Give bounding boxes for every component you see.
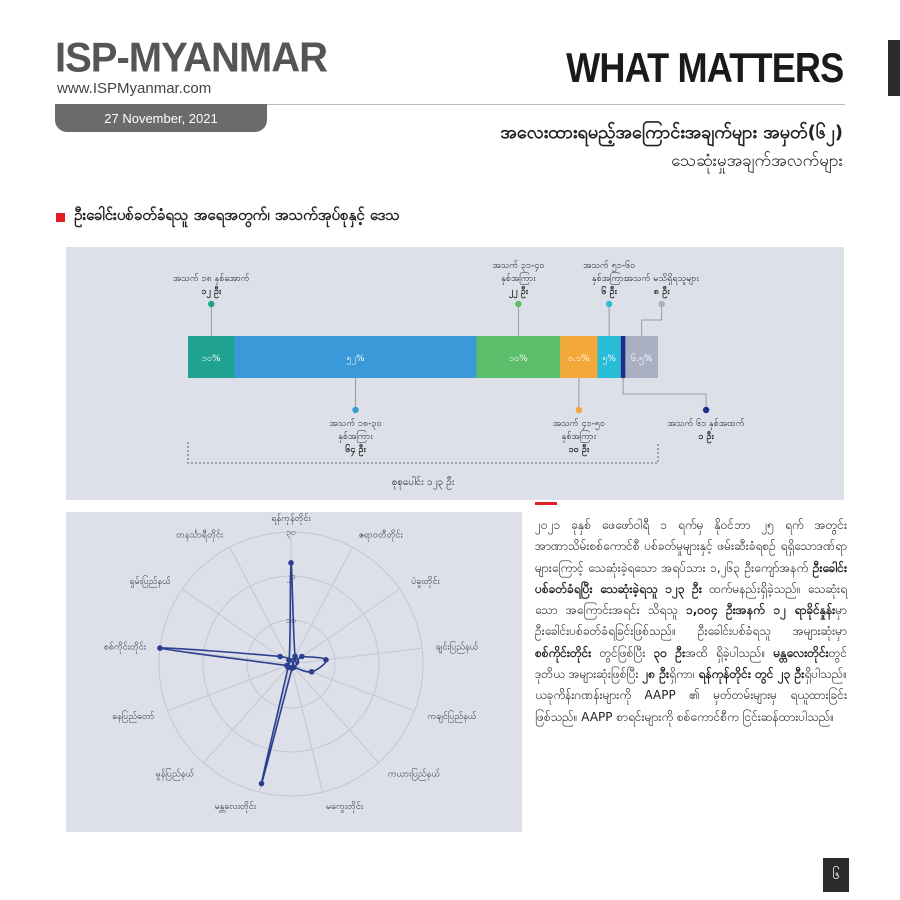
bar-segment (476, 336, 561, 378)
corner-tab (888, 40, 900, 96)
callout-label: ၂၂ ဦး (509, 286, 529, 299)
callout-dot (515, 300, 522, 308)
callout-label: အသက် ၄၁-၅၀ (553, 418, 605, 430)
callout-label: အသက် ၁၈ နှစ်အောက် (173, 273, 250, 285)
callout-label: နှစ်အကြား (562, 430, 597, 443)
bar-segment-label: ၆.၅% (631, 353, 653, 365)
total-bracket (187, 442, 659, 464)
bar-segment (597, 336, 621, 378)
callout-label: ၁၂ ဦး (201, 286, 222, 299)
region-radar-chart: ၁၀၂၀၃၀၀ရန်ကုန်တိုင်းဧရာဝတီတိုင်းပဲခူးတို… (104, 513, 479, 813)
radar-category-label: နေပြည်တော် (112, 710, 155, 723)
bar-segment (560, 336, 598, 378)
radar-point (157, 645, 163, 651)
bar-segment-label: ၁၀% (509, 354, 528, 364)
brand-logo: ISP-MYANMAR (55, 34, 328, 82)
radar-point (284, 662, 290, 669)
radar-category-label: ဧရာဝတီတိုင်း (359, 530, 404, 542)
radar-spoke (290, 663, 324, 793)
red-square-icon (56, 212, 65, 222)
radar-spoke (290, 588, 400, 665)
bar-segment (188, 336, 235, 378)
page-number: ၆ (823, 858, 849, 892)
radar-category-label: ပဲခူးတိုင်း (411, 576, 440, 588)
callout-dot (605, 300, 613, 308)
callout-label: ၁၀ ဦး (569, 444, 590, 457)
callout-line (641, 304, 663, 336)
radar-point (308, 669, 315, 675)
region-chart-panel: ၁၀၂၀၃၀၀ရန်ကုန်တိုင်းဧရာဝတီတိုင်းပဲခူးတို… (66, 512, 522, 832)
date-badge: 27 November, 2021 (55, 104, 267, 132)
bar-segment (234, 336, 477, 378)
bar-segment (625, 336, 658, 378)
bar-segment-label: ၅% (602, 354, 616, 365)
radar-spoke (229, 546, 292, 665)
radar-category-label: ကယားပြည်နယ် (388, 767, 441, 780)
page-subtitle: အလေးထားရမည့်အကြောင်းအချက်များ အမှတ်(၆၂) (500, 122, 843, 143)
header-divider (55, 104, 845, 105)
bar-segment (620, 336, 626, 378)
radar-spoke (290, 546, 353, 665)
callout-dot (658, 300, 665, 308)
callout-label: အသက် ၆၁ နှစ်အထက် (668, 418, 746, 430)
page-subheading: သေဆုံးမှုအချက်အလက်များ (671, 151, 843, 171)
radar-category-label: ချင်းပြည်နယ် (436, 640, 479, 653)
age-stacked-bar-chart: ၁၀%အသက် ၁၈ နှစ်အောက်၁၂ ဦး၅၂%အသက် ၁၈-၃၀နှ… (173, 260, 746, 490)
callout-label: နှစ်အကြား (501, 272, 536, 285)
radar-category-label: ကချင်ပြည်နယ် (428, 710, 478, 723)
radar-point (292, 653, 298, 660)
body-paragraph: ၂၀၂၁ ခုနှစ် ဖေဖော်ဝါရီ ၁ ရက်မှ နိုဝင်ဘာ … (535, 518, 847, 724)
age-chart-panel: ၁၀% အသက် ၁၈ နှစ်အောက် ၁၂ ဦး ၅၂% အသက် ၁၈-၃၀ နှ… (66, 247, 844, 500)
bar-segment-label: ၁၀% (202, 354, 221, 364)
radar-spoke (290, 663, 379, 764)
callout-label: ၈ ဦး (654, 286, 670, 299)
radar-spoke (167, 663, 292, 712)
radar-category-label: မွန်ပြည်နယ် (156, 767, 195, 780)
callout-dot (208, 300, 215, 308)
callout-dot (352, 406, 359, 414)
callout-line (622, 378, 707, 410)
bar-segment-label: ၀.၁% (568, 354, 590, 364)
callout-label: နှစ်အကြား (592, 272, 627, 285)
radar-spoke (159, 647, 292, 665)
website-url: www.ISPMyanmar.com (57, 80, 212, 97)
callout-label: အသက် ၃၁-၄၀ (492, 260, 544, 272)
radar-point (286, 657, 292, 663)
radar-spoke (290, 647, 423, 665)
section-title: WHAT MATTERS (565, 44, 844, 91)
radar-category-label: မကွေးတိုင်း (326, 801, 364, 813)
radar-series-line (159, 561, 327, 785)
chart-title-text: ဦးခေါင်းပစ်ခတ်ခံရသူ အရေအတွက်၊ အသက်အုပ်စု… (74, 206, 400, 224)
bar-segment-label: ၅၂% (347, 354, 365, 365)
callout-label: အသက် ၅၁-၆၀ (583, 260, 635, 272)
radar-category-label: မန္တလေးတိုင်း (215, 801, 257, 813)
radar-category-label: တနင်္သာရီတိုင်း (176, 530, 224, 542)
radar-category-label: စစ်ကိုင်းတိုင်း (104, 641, 147, 653)
radar-spoke (182, 588, 292, 665)
chart-title: ဦးခေါင်းပစ်ခတ်ခံရသူ အရေအတွက်၊ အသက်အုပ်စု… (56, 206, 400, 228)
callout-dot (575, 406, 583, 414)
radar-point (299, 653, 305, 660)
callout-label: အသက် ၁၈-၃၀ (329, 418, 381, 430)
accent-dash (535, 502, 557, 505)
radar-point (258, 780, 265, 787)
radar-point (288, 560, 294, 566)
callout-dot (702, 406, 710, 414)
callout-label: ၆ ဦး (601, 286, 617, 299)
callout-label: ၁ ဦး (698, 431, 714, 444)
callout-label: အသက် မသိရှိရသူများ (625, 273, 700, 285)
radar-category-label: ရန်ကုန်တိုင်း (271, 513, 311, 525)
radar-point (323, 656, 329, 663)
radar-spoke (203, 663, 292, 764)
total-label: စုစုပေါင်း ၁၂၃ ဦး (392, 475, 455, 490)
callout-label: နှစ်အကြား (338, 430, 373, 443)
callout-label: ၆၄ ဦး (345, 444, 366, 457)
radar-category-label: ရှမ်းပြည်နယ် (130, 575, 172, 588)
radar-point (277, 653, 283, 660)
